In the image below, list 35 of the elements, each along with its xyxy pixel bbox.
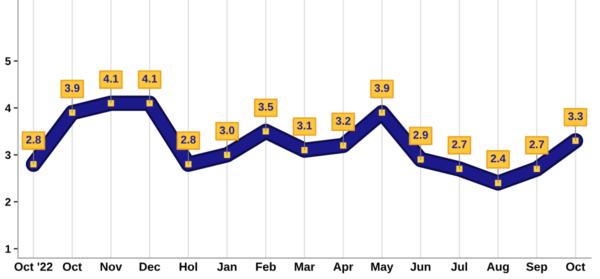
x-tick-label: Apr: [333, 262, 354, 274]
data-label: 3.2: [336, 116, 350, 125]
data-label: 3.1: [297, 122, 312, 130]
x-tick-label: Oct: [566, 262, 586, 271]
y-tick-label: 2: [5, 198, 11, 206]
y-tick-label: 4: [5, 104, 11, 112]
x-tick-label: Jan: [217, 262, 237, 271]
x-tick-label: Sep: [526, 262, 548, 274]
data-label: 2.7: [452, 140, 467, 148]
data-label: 2.8: [181, 136, 196, 144]
data-label: 2.4: [490, 154, 506, 162]
data-label: 3.0: [220, 126, 234, 134]
data-label: 2.9: [413, 131, 428, 139]
x-tick-label: Jun: [410, 262, 430, 271]
data-label: 4.1: [142, 74, 158, 82]
y-tick-label: 3: [5, 151, 11, 159]
x-tick-label: May: [371, 262, 394, 274]
data-label: 3.5: [258, 102, 274, 111]
x-tick-label: Dec: [140, 262, 160, 271]
data-label: 2.8: [26, 136, 41, 144]
data-label: 3.9: [374, 84, 390, 92]
x-tick-label: Oct '22: [14, 262, 52, 271]
x-tick-label: Feb: [256, 262, 276, 271]
data-label: 3.9: [64, 84, 80, 92]
x-tick-label: Mar: [294, 262, 315, 271]
data-label: 2.7: [529, 140, 544, 148]
y-tick-label: 1: [6, 245, 11, 253]
data-label: 3.3: [568, 112, 583, 120]
x-tick-label: Jul: [451, 262, 468, 271]
x-tick-label: Oct: [62, 262, 82, 271]
y-tick-label: 5: [5, 57, 11, 66]
x-tick-label: Aug: [486, 262, 509, 274]
x-tick-label: Nov: [100, 262, 122, 271]
x-tick-label: Hol: [180, 262, 198, 271]
data-label: 4.1: [103, 74, 118, 82]
